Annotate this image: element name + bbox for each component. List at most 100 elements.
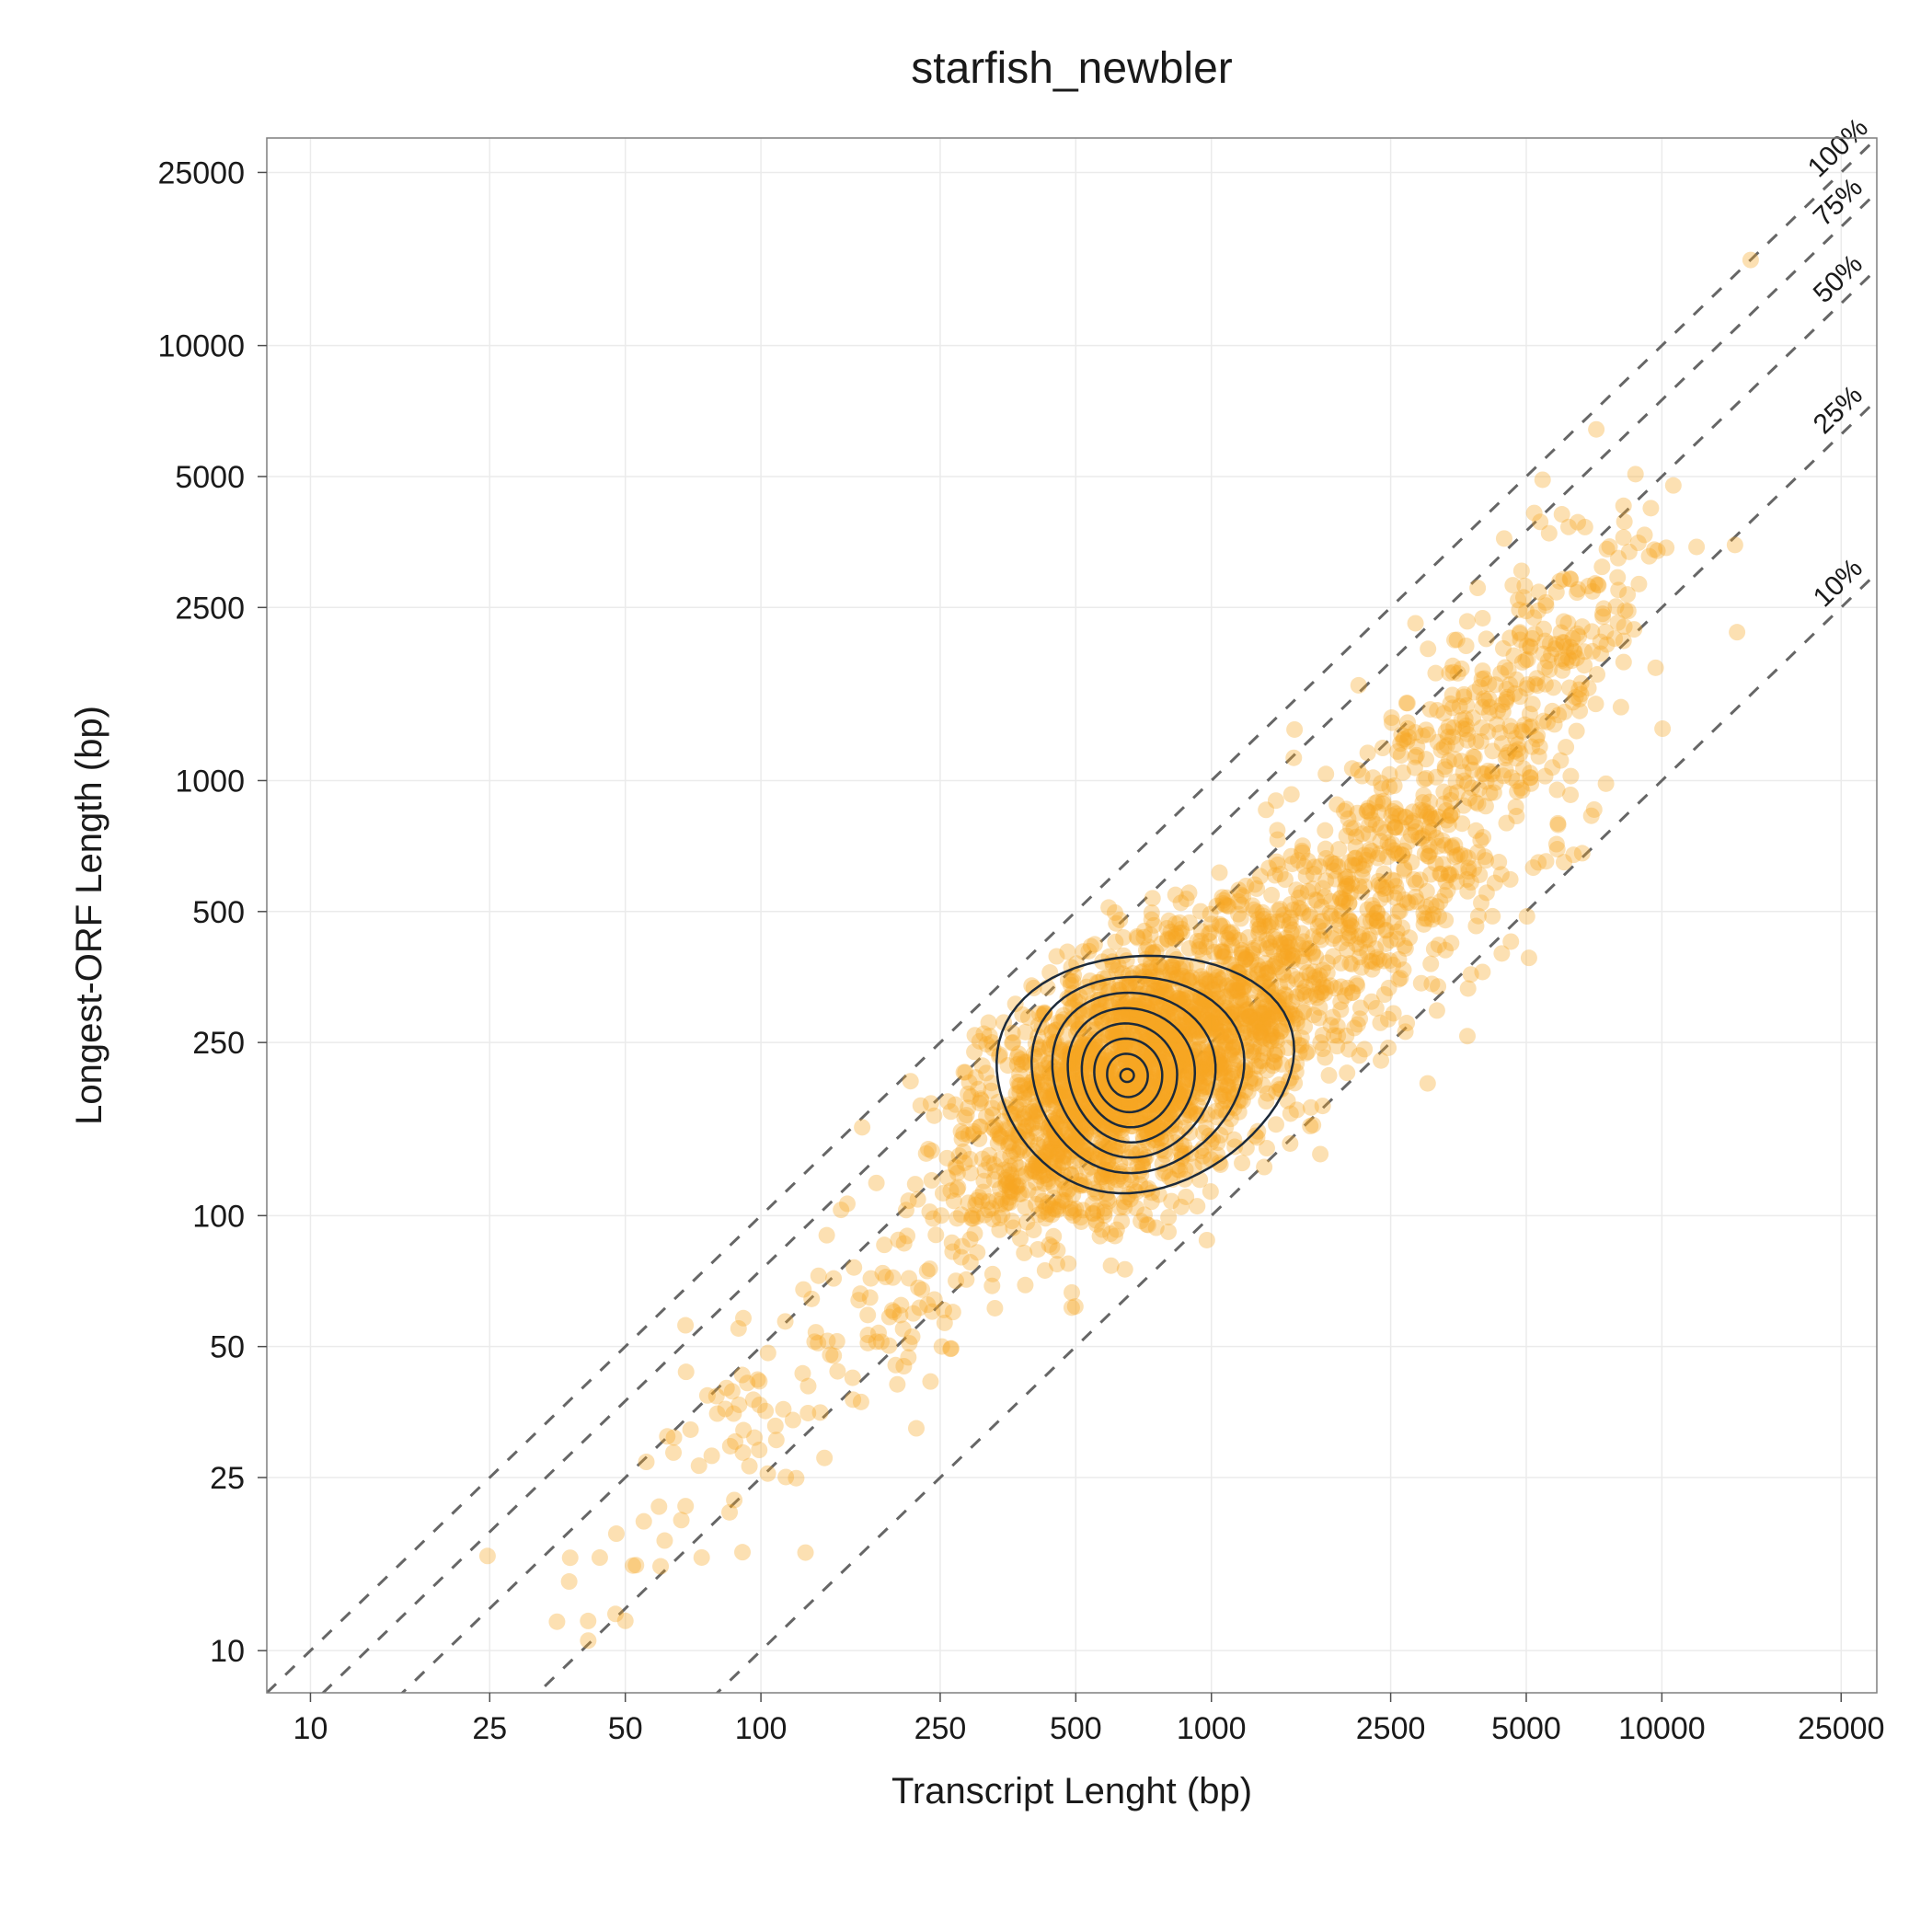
data-point: [1630, 576, 1647, 592]
data-point: [1173, 1199, 1190, 1215]
data-point: [1282, 1135, 1298, 1152]
data-point: [1145, 972, 1162, 989]
data-point: [1049, 1242, 1065, 1259]
data-point: [580, 1632, 596, 1649]
data-point: [1300, 853, 1317, 869]
data-point: [785, 1412, 801, 1429]
data-point: [829, 1333, 845, 1350]
data-point: [1447, 736, 1464, 753]
data-point: [1356, 857, 1373, 874]
data-point: [1067, 1165, 1084, 1181]
data-point: [760, 1345, 776, 1362]
data-point: [678, 1363, 695, 1380]
data-point: [1245, 995, 1261, 1011]
data-point: [1389, 743, 1406, 760]
data-point: [1665, 477, 1682, 494]
data-point: [1408, 875, 1424, 891]
data-point: [734, 1367, 751, 1384]
data-point: [1613, 699, 1629, 716]
data-point: [1207, 1016, 1224, 1032]
data-point: [788, 1470, 804, 1487]
data-point: [1420, 640, 1436, 657]
data-point: [1616, 513, 1633, 530]
data-point: [966, 1043, 983, 1060]
data-point: [1372, 833, 1388, 849]
data-point: [876, 1236, 892, 1253]
data-point: [881, 1309, 898, 1326]
data-point: [901, 1270, 917, 1286]
data-point: [683, 1421, 699, 1438]
data-point: [1459, 613, 1476, 629]
data-point: [1449, 631, 1466, 648]
data-point: [1235, 888, 1251, 904]
data-point: [922, 1374, 938, 1390]
y-tick-label: 5000: [175, 460, 245, 495]
data-point: [1269, 822, 1285, 838]
data-point: [845, 1370, 861, 1386]
data-point: [862, 1289, 879, 1305]
data-point: [1271, 901, 1288, 917]
data-point: [1317, 765, 1334, 782]
data-point: [1351, 878, 1367, 894]
data-point: [1396, 862, 1412, 879]
data-point: [1298, 1045, 1315, 1062]
data-point: [636, 1513, 652, 1530]
chart-title: starfish_newbler: [911, 44, 1233, 93]
data-point: [1288, 971, 1305, 987]
data-point: [1212, 865, 1228, 881]
y-tick-label: 2500: [175, 591, 245, 626]
x-axis-label: Transcript Lenght (bp): [891, 1771, 1252, 1811]
data-point: [1418, 721, 1434, 738]
data-point: [1234, 1155, 1250, 1171]
data-point: [1215, 892, 1232, 909]
data-point: [1616, 529, 1632, 546]
y-tick-label: 25: [210, 1461, 245, 1496]
data-point: [1473, 733, 1489, 750]
data-point: [1298, 940, 1315, 957]
data-point: [1002, 1183, 1018, 1200]
data-point: [1489, 703, 1506, 719]
data-point: [708, 1388, 725, 1405]
data-point: [1650, 543, 1666, 559]
data-point: [903, 1073, 919, 1089]
x-tick-label: 5000: [1491, 1711, 1561, 1746]
data-point: [1513, 562, 1530, 579]
data-point: [1317, 822, 1333, 839]
data-point: [1102, 1225, 1119, 1242]
data-point: [927, 1226, 944, 1243]
data-point: [1422, 956, 1439, 972]
data-point: [721, 1504, 738, 1521]
data-point: [1421, 844, 1438, 860]
data-point: [1286, 721, 1303, 738]
data-point: [1626, 621, 1642, 638]
data-point: [1642, 500, 1659, 516]
data-point: [1541, 525, 1558, 542]
data-point: [1013, 1051, 1029, 1067]
data-point: [939, 1093, 956, 1110]
data-point: [1588, 696, 1604, 712]
data-point: [704, 1447, 720, 1464]
y-tick-label: 25000: [157, 155, 245, 190]
data-point: [677, 1498, 694, 1514]
data-point: [959, 1107, 975, 1123]
data-point: [1688, 538, 1705, 555]
data-point: [1415, 787, 1432, 803]
data-point: [1524, 696, 1541, 712]
data-point: [1559, 615, 1576, 631]
y-tick-label: 100: [192, 1199, 245, 1234]
data-point: [1282, 1105, 1299, 1121]
data-point: [1727, 536, 1743, 553]
data-point: [1537, 768, 1554, 785]
data-point: [1360, 799, 1376, 816]
data-point: [1364, 897, 1381, 914]
data-point: [1167, 931, 1184, 948]
data-point: [652, 1558, 669, 1575]
data-point: [1616, 498, 1632, 514]
data-point: [934, 1339, 950, 1355]
data-point: [868, 1175, 885, 1191]
data-point: [1514, 723, 1531, 740]
data-point: [1153, 1021, 1169, 1038]
data-point: [1117, 1261, 1133, 1278]
data-point: [973, 1192, 990, 1209]
data-point: [1431, 908, 1447, 925]
